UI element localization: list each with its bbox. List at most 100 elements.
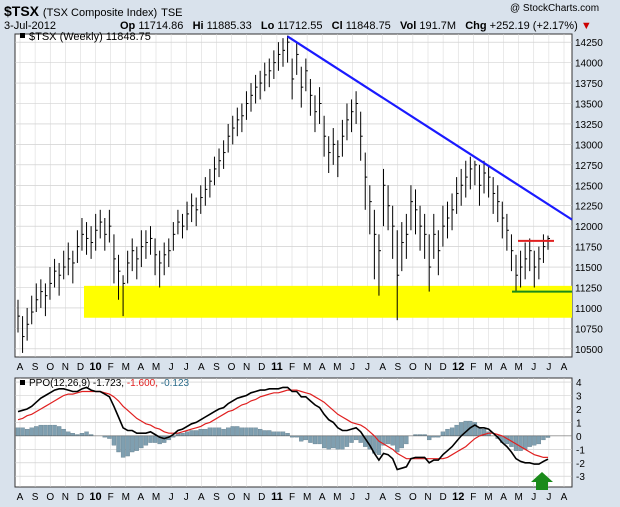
price-y-tick-label: 13500 [575,100,603,111]
price-x-tick-label: F [470,362,476,373]
price-x-tick-label: J [546,362,551,373]
ppo-histogram-bar [111,435,117,446]
date-label: 3-Jul-2012 [4,20,56,32]
price-x-tick-label: D [439,362,446,373]
ppo-histogram-bar [116,435,121,453]
price-y-tick-label: 10750 [575,324,603,335]
price-x-tick-label: J [350,362,355,373]
price-x-tick-label: J [184,362,189,373]
ppo-histogram-bar [312,435,318,445]
price-y-tick-label: 12250 [575,202,603,213]
ppo-histogram-bar [358,435,363,443]
ppo-histogram-bar [271,431,277,437]
ppo-x-tick-label: A [17,492,24,503]
ppo-x-tick-label: M [303,492,311,503]
ppo-histogram-bar [253,427,258,437]
price-x-tick-label: N [424,362,431,373]
ppo-y-tick-label: 0 [576,432,582,443]
symbol-title: $TSX (TSX Composite Index) TSE [4,3,183,19]
ppo-histogram-bar [395,435,400,453]
ppo-x-tick-label: O [409,492,417,503]
ppo-x-tick-label: J [365,492,370,503]
ppo-histogram-bar [235,426,240,437]
price-x-tick-label: 12 [452,361,464,373]
ppo-histogram-bar [107,435,112,439]
ppo-histogram-bar [541,435,546,441]
price-x-tick-label: A [379,362,386,373]
price-y-tick-label: 11750 [575,243,603,254]
ppo-x-tick-label: A [198,492,205,503]
ppo-x-tick-label: J [531,492,536,503]
price-x-tick-label: F [289,362,295,373]
ppo-histogram-bar [180,433,185,437]
price-x-tick-label: M [333,362,341,373]
ppo-x-tick-label: F [470,492,476,503]
ppo-histogram-bar [216,427,222,437]
ppo-histogram-bar [267,430,272,437]
ppo-histogram-bar [189,430,194,437]
ppo-x-tick-label: J [169,492,174,503]
ppo-histogram-bar [349,435,354,443]
ppo-x-tick-label: M [484,492,492,503]
price-x-tick-label: O [46,362,54,373]
price-y-tick-label: 14000 [575,59,603,70]
ppo-histogram-bar [212,427,217,437]
price-y-tick-label: 12000 [575,222,603,233]
ppo-histogram-bar [34,426,39,437]
price-x-tick-label: M [514,362,522,373]
ppo-x-tick-label: O [228,492,236,503]
ppo-histogram-bar [353,435,359,441]
ppo-histogram-bar [449,427,455,437]
ppo-x-tick-label: D [439,492,446,503]
ppo-histogram-bar [84,431,89,437]
price-x-tick-label: O [228,362,236,373]
ppo-histogram-bar [29,427,34,437]
price-y-tick-label: 12750 [575,161,603,172]
ppo-histogram-bar [244,427,249,437]
ppo-histogram-bar [15,427,21,437]
ppo-x-tick-label: J [350,492,355,503]
ppo-x-tick-label: 11 [271,491,283,503]
price-x-tick-label: M [122,362,130,373]
price-legend: $TSX (Weekly) 11848.75 [29,31,151,43]
ppo-x-tick-label: A [138,492,145,503]
ppo-histogram-bar [335,435,340,450]
ppo-signal-line [17,389,548,460]
price-x-tick-label: N [62,362,69,373]
ppo-histogram-bar [56,426,62,437]
ppo-histogram-bar [184,431,190,437]
price-y-tick-label: 11500 [575,263,603,274]
ppo-histogram-bar [331,435,336,449]
ppo-histogram-bar [299,435,304,442]
ppo-histogram-bar [258,428,263,437]
price-x-tick-label: A [17,362,24,373]
ppo-y-tick-label: 3 [576,391,582,402]
price-x-tick-label: A [319,362,326,373]
price-x-tick-label: N [243,362,250,373]
ppo-histogram-bar [523,435,528,450]
ppo-histogram-bar [285,433,290,437]
ppo-histogram-bar [61,428,66,437]
ppo-histogram-bar [120,435,126,458]
ppo-histogram-bar [527,435,532,447]
ppo-histogram-bar [340,435,345,450]
ppo-histogram-bar [308,435,313,443]
ppo-histogram-bar [130,435,135,453]
price-y-tick-label: 10500 [575,345,603,356]
price-y-tick-label: 13000 [575,140,603,151]
price-y-tick-label: 11000 [575,304,603,315]
ppo-histogram-bar [321,435,327,449]
ppo-x-tick-label: M [514,492,522,503]
ppo-histogram-bar [194,430,199,437]
ppo-x-tick-label: N [243,492,250,503]
ppo-histogram-bar [317,435,322,445]
ppo-histogram-bar [38,424,43,437]
ppo-histogram-bar [518,435,523,451]
ppo-histogram-bar [303,435,308,441]
ppo-histogram-bar [70,433,75,437]
ppo-x-tick-label: D [77,492,84,503]
ppo-histogram-bar [221,428,226,437]
price-x-tick-label: A [198,362,205,373]
